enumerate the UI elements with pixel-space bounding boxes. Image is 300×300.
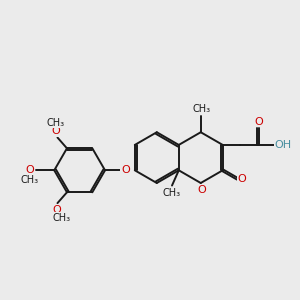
Text: O: O	[25, 165, 34, 175]
Text: CH₃: CH₃	[52, 213, 70, 223]
Text: O: O	[197, 185, 206, 195]
Text: CH₃: CH₃	[163, 188, 181, 198]
Text: O: O	[121, 165, 130, 175]
Text: CH₃: CH₃	[47, 118, 65, 128]
Text: O: O	[52, 205, 61, 215]
Text: CH₃: CH₃	[20, 175, 39, 185]
Text: O: O	[51, 126, 60, 136]
Text: CH₃: CH₃	[192, 104, 210, 114]
Text: OH: OH	[274, 140, 292, 150]
Text: O: O	[254, 117, 263, 127]
Text: O: O	[237, 174, 246, 184]
